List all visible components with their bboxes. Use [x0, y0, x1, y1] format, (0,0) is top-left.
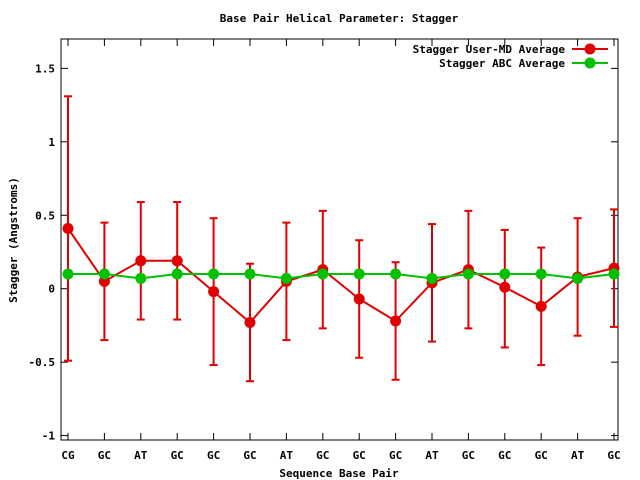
series-2-point — [353, 268, 365, 280]
x-tick-label: GC — [607, 449, 620, 462]
series-2-point — [535, 268, 547, 280]
x-tick-label: GC — [243, 449, 256, 462]
plot-frame — [60, 38, 619, 441]
x-tick-label: GC — [207, 449, 220, 462]
x-tick-label: AT — [425, 449, 439, 462]
series-2-point — [572, 272, 584, 284]
series-2-point — [98, 268, 110, 280]
x-axis: CG GC AT GC GC GC AT GC GC GC AT GC GC GC AT GC — [61, 39, 621, 462]
legend-swatch-marker — [584, 43, 596, 55]
y-axis-label: Stagger (Angstroms) — [7, 177, 20, 303]
series-1-point — [244, 316, 256, 328]
x-tick-label: GC — [98, 449, 111, 462]
x-tick-label: GC — [316, 449, 329, 462]
series-2-point — [499, 268, 511, 280]
series-2-point — [608, 268, 620, 280]
x-tick-label: AT — [571, 449, 585, 462]
y-tick-label: 1.5 — [35, 62, 55, 75]
x-tick-label: GC — [389, 449, 402, 462]
series-2-point — [462, 268, 474, 280]
series-2-point — [62, 268, 74, 280]
series-2-point — [171, 268, 183, 280]
legend-label: Stagger User-MD Average — [413, 43, 566, 56]
x-tick-label: GC — [171, 449, 184, 462]
y-tick-label: 0 — [48, 283, 55, 296]
series-1-point — [171, 255, 183, 267]
x-tick-label: AT — [280, 449, 294, 462]
series-2-point — [317, 268, 329, 280]
series-2-point — [280, 272, 292, 284]
series-1-point — [353, 293, 365, 305]
x-tick-label: GC — [498, 449, 511, 462]
y-tick-label: -0.5 — [29, 356, 56, 369]
series-2-point — [390, 268, 402, 280]
series-1-point — [62, 222, 74, 234]
series-2-point — [208, 268, 220, 280]
series-1-point — [390, 315, 402, 327]
series-layer — [62, 95, 620, 383]
legend-label: Stagger ABC Average — [439, 57, 565, 70]
series-2-point — [426, 272, 438, 284]
x-tick-label: GC — [462, 449, 475, 462]
series-2-point — [135, 272, 147, 284]
x-tick-label: CG — [61, 449, 75, 462]
x-tick-label: GC — [353, 449, 366, 462]
y-tick-label: 1 — [48, 136, 55, 149]
x-axis-label: Sequence Base Pair — [279, 467, 399, 480]
series-1-point — [535, 300, 547, 312]
y-tick-label: -1 — [42, 430, 56, 443]
series-1-point — [499, 281, 511, 293]
series-line-1 — [67, 227, 615, 324]
series-1-point — [135, 255, 147, 267]
x-tick-label: GC — [535, 449, 548, 462]
series-1-point — [208, 286, 220, 298]
legend-swatch-marker — [584, 57, 596, 69]
series-2-point — [244, 268, 256, 280]
x-tick-label: AT — [134, 449, 148, 462]
y-tick-label: 0.5 — [35, 209, 55, 222]
chart-title: Base Pair Helical Parameter: Stagger — [220, 12, 459, 25]
series-line-2 — [68, 273, 615, 280]
